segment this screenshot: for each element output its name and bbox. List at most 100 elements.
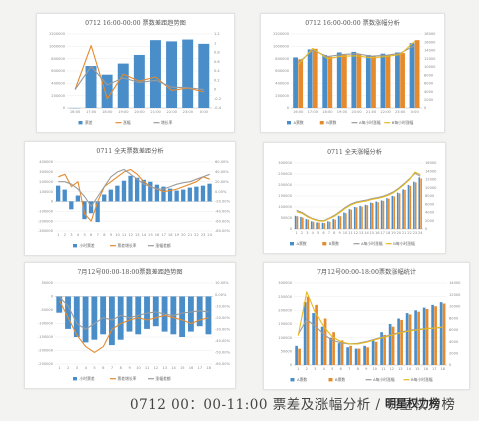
x-tick-label: 2 bbox=[67, 366, 69, 370]
x-tick-label: 15 bbox=[415, 367, 420, 371]
y2-tick-label: 6000 bbox=[424, 82, 434, 86]
x-tick-label: 21 bbox=[188, 233, 193, 237]
bar bbox=[364, 204, 367, 229]
x-tick-label: 10 bbox=[136, 366, 141, 370]
y2-tick-label: 14000 bbox=[424, 49, 436, 53]
bar bbox=[349, 345, 352, 365]
y2-tick-label: 1 bbox=[214, 41, 216, 45]
y-tick-label: 200000 bbox=[278, 309, 292, 313]
y-tick-label: 300000 bbox=[39, 170, 53, 174]
legend-label: A每小时涨幅 bbox=[373, 377, 395, 382]
bar bbox=[332, 219, 335, 229]
legend-label: B每小时涨幅 bbox=[393, 241, 415, 246]
bar bbox=[391, 326, 395, 365]
bar bbox=[312, 313, 315, 365]
y2-tick-label: 6000 bbox=[449, 328, 459, 332]
bar bbox=[117, 63, 129, 108]
bar bbox=[417, 311, 420, 365]
bar bbox=[398, 193, 401, 229]
x-tick-label: 15 bbox=[370, 231, 375, 235]
y2-tick-label: 16000 bbox=[425, 161, 437, 165]
y-tick-label: 100000 bbox=[278, 336, 292, 340]
bar bbox=[300, 216, 302, 229]
legend-label: B票数 bbox=[326, 120, 336, 125]
chart-panel-2: 0712 16:00-00:00 票数涨幅分析 1200000 1000000 800… bbox=[260, 13, 445, 133]
legend-label: A票数 bbox=[297, 377, 307, 382]
chart-svg: 0712 16:00-00:00 票数涨幅分析12000001000000800… bbox=[273, 19, 436, 125]
x-tick-label: 21 bbox=[402, 231, 407, 235]
x-tick-label: 7 bbox=[328, 231, 330, 235]
y-tick-label: 400000 bbox=[51, 82, 65, 86]
bar bbox=[388, 324, 392, 365]
bar bbox=[434, 306, 437, 365]
x-tick-label: 2 bbox=[64, 233, 66, 237]
x-tick-label: 15 bbox=[148, 233, 153, 237]
bar bbox=[167, 188, 173, 202]
bar bbox=[383, 334, 386, 365]
x-tick-label: 19 bbox=[391, 231, 396, 235]
bar bbox=[82, 201, 87, 220]
x-tick-label: 23:00 bbox=[183, 110, 194, 114]
legend-label: 票差 bbox=[85, 120, 93, 125]
y-tick-label: 150000 bbox=[278, 194, 292, 198]
y2-tick-label: 40.00% bbox=[215, 170, 229, 174]
bar bbox=[82, 296, 89, 343]
bar bbox=[409, 185, 412, 229]
bar bbox=[366, 205, 369, 229]
x-tick-label: 23 bbox=[201, 233, 206, 237]
y-tick-label: -50000 bbox=[40, 308, 53, 312]
y-tick-label: -150000 bbox=[38, 335, 54, 339]
bar bbox=[422, 307, 426, 365]
bar bbox=[121, 180, 127, 202]
chart-svg: 0712 16:00-00:00 票数差距趋势图1200000100000080… bbox=[49, 19, 222, 125]
y-tick-label: 300000 bbox=[278, 281, 292, 285]
y-tick-label: 200000 bbox=[275, 94, 289, 98]
y2-tick-label: 8000 bbox=[425, 194, 435, 198]
bar bbox=[380, 332, 383, 365]
bar bbox=[374, 341, 378, 365]
bar bbox=[148, 181, 153, 202]
bar bbox=[339, 216, 342, 229]
bar bbox=[182, 39, 194, 108]
y2-tick-label: 10.00% bbox=[215, 281, 229, 285]
x-tick-label: 24 bbox=[418, 231, 423, 235]
legend-swatch bbox=[322, 242, 327, 246]
x-tick-label: 8 bbox=[357, 367, 360, 371]
legend-label: 小时票差 bbox=[80, 243, 95, 248]
bar bbox=[154, 184, 160, 202]
bar bbox=[65, 296, 71, 329]
y2-tick-label: 0.00% bbox=[215, 293, 227, 297]
legend-swatch bbox=[290, 242, 294, 246]
x-tick-label: 4 bbox=[312, 231, 315, 235]
x-tick-label: 10 bbox=[115, 233, 120, 237]
y2-tick-label: 16000 bbox=[424, 40, 436, 44]
chart-svg: 7月12号00:00-18:00票数差距趋势图 50000 0 -50000 -1000… bbox=[38, 268, 231, 381]
bar bbox=[366, 347, 369, 365]
bar bbox=[375, 201, 378, 229]
y2-tick-label: -30.00% bbox=[215, 327, 231, 331]
bar bbox=[359, 205, 361, 229]
y2-tick-label: 4000 bbox=[425, 211, 435, 215]
bar bbox=[345, 213, 347, 229]
series-line bbox=[297, 291, 443, 345]
x-tick-label: 9 bbox=[339, 231, 342, 235]
bar bbox=[194, 186, 199, 202]
y-tick-label: 250000 bbox=[278, 172, 292, 176]
bar bbox=[95, 201, 100, 223]
x-tick-label: 2 bbox=[301, 231, 303, 235]
legend-label: A每小时涨幅 bbox=[361, 241, 383, 246]
bar bbox=[414, 182, 417, 229]
bar bbox=[108, 296, 115, 346]
bar bbox=[334, 219, 336, 229]
legend-label: A票数 bbox=[294, 120, 304, 125]
x-tick-label: 20:00 bbox=[351, 110, 362, 114]
x-tick-label: 0:00 bbox=[200, 110, 209, 114]
bar bbox=[315, 304, 318, 365]
y2-tick-label: 0.4 bbox=[214, 69, 220, 73]
y2-tick-label: 2000 bbox=[424, 98, 434, 102]
bar bbox=[312, 48, 318, 108]
x-tick-label: 10 bbox=[372, 367, 377, 371]
bar bbox=[303, 302, 307, 365]
bar bbox=[350, 209, 353, 229]
x-tick-label: 8 bbox=[120, 366, 123, 370]
